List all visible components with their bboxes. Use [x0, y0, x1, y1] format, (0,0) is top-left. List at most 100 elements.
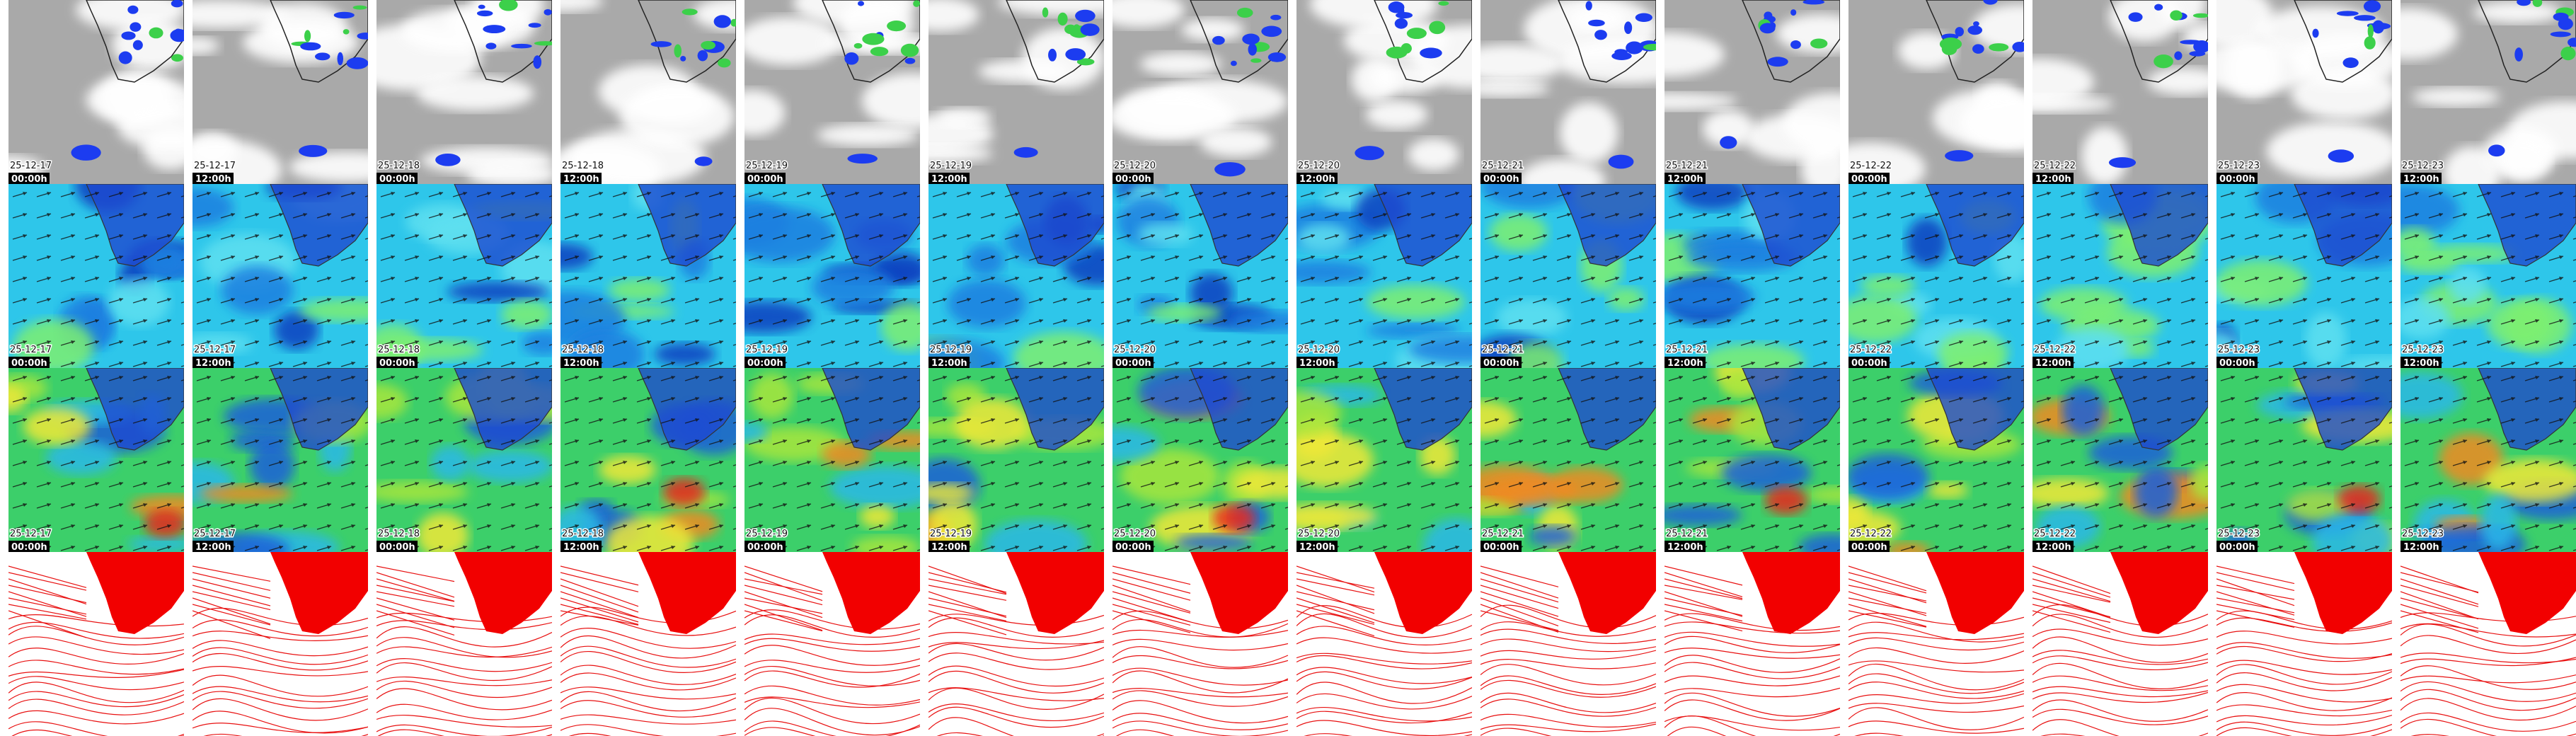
isobar — [744, 727, 816, 736]
isobar — [192, 723, 368, 733]
wind-arrows — [192, 368, 368, 552]
isobar — [2032, 578, 2111, 602]
map-tile — [1112, 552, 1288, 736]
time-badge — [192, 357, 234, 368]
isobar — [2032, 650, 2208, 665]
cloud — [936, 108, 991, 128]
isobar — [192, 647, 368, 665]
map-tile: 25-12-18 12:00h — [560, 184, 736, 368]
map-tile: 25-12-20 00:00h — [1112, 0, 1288, 185]
precipitation — [1611, 52, 1632, 60]
isobar — [1112, 667, 1288, 686]
precipitation — [337, 52, 344, 66]
time-badge — [744, 357, 786, 368]
tile-date: 25-12-18 — [378, 529, 420, 539]
cloud — [619, 86, 735, 147]
isobar — [2032, 636, 2208, 663]
tile-date: 25-12-17 — [194, 529, 236, 539]
tile-time: 00:00h — [1115, 174, 1151, 185]
isobar — [8, 565, 87, 588]
isobar — [1848, 682, 2024, 699]
isobar — [377, 729, 552, 736]
precipitation — [533, 55, 542, 69]
isobar — [8, 676, 184, 691]
precipitation — [682, 8, 698, 16]
isobar — [560, 628, 736, 649]
isobar — [1848, 610, 1927, 628]
time-badge — [2400, 173, 2442, 184]
tile-time: 12:00h — [563, 542, 599, 553]
isobar — [2216, 585, 2295, 600]
cloud — [1959, 93, 2024, 152]
cloud — [2400, 8, 2458, 60]
isobar — [928, 706, 1104, 728]
isobar — [744, 610, 823, 632]
isobar — [2216, 631, 2392, 645]
isobar — [928, 610, 1007, 636]
precipitation — [132, 40, 143, 50]
tile-time: 00:00h — [747, 174, 783, 185]
isobar — [928, 597, 1007, 617]
isobar — [2216, 691, 2392, 711]
cloud — [744, 90, 785, 136]
tile-time: 00:00h — [1851, 174, 1887, 185]
isobar — [2400, 604, 2479, 629]
isobar — [1664, 715, 1840, 736]
cloud — [2216, 40, 2319, 93]
isobar — [1848, 663, 2024, 691]
tile-date: 25-12-18 — [562, 345, 604, 355]
isobar — [1296, 720, 1472, 736]
isobar — [744, 597, 823, 614]
isobar — [376, 610, 455, 636]
precipitation — [1248, 43, 1257, 56]
time-badge — [2216, 541, 2258, 552]
tile-date: 25-12-23 — [2402, 161, 2444, 171]
isobar — [560, 645, 736, 668]
isobar — [744, 591, 823, 619]
isobar — [1296, 610, 1375, 637]
precipitation — [862, 33, 885, 45]
isobar — [928, 687, 1104, 701]
precipitation — [1267, 52, 1287, 62]
map-tile: 25-12-20 12:00h — [1296, 0, 1472, 184]
tile-date: 25-12-21 — [1482, 345, 1524, 355]
isobar — [192, 604, 271, 626]
isobar — [1296, 626, 1472, 645]
precipitation — [1355, 146, 1384, 161]
map-tile: 25-12-23 12:00h — [2400, 184, 2576, 369]
isobar — [8, 691, 184, 708]
tile-time: 12:00h — [2403, 358, 2439, 369]
isobar — [1296, 572, 1375, 589]
precipitation — [1790, 9, 1797, 16]
wind-arrows — [2400, 184, 2576, 368]
time-badge — [1664, 541, 1706, 552]
tile-time: 12:00h — [2403, 174, 2439, 185]
wind-arrows — [376, 184, 552, 368]
tile-time: 00:00h — [1483, 542, 1519, 553]
tile-time: 12:00h — [195, 174, 231, 185]
isobar — [2400, 657, 2576, 667]
isobar — [928, 604, 1007, 621]
map-tile — [560, 552, 736, 736]
isobar — [8, 597, 87, 615]
isobar — [1480, 604, 1656, 628]
tile-time: 12:00h — [1299, 358, 1335, 369]
precipitation — [2363, 0, 2381, 13]
precipitation — [1214, 162, 1246, 177]
isobar — [2032, 604, 2111, 623]
map-tile: 25-12-19 12:00h — [928, 0, 1104, 184]
isobar — [744, 604, 823, 631]
map-tile: 25-12-19 12:00h — [928, 368, 1104, 552]
isobar — [1112, 591, 1191, 614]
isobar — [1480, 692, 1656, 713]
precipitation — [1802, 0, 1825, 5]
cloud — [1560, 102, 1618, 163]
map-tile: 25-12-23 00:00h — [2216, 368, 2392, 552]
isobar — [2216, 660, 2392, 675]
isobar — [2216, 565, 2295, 585]
precipitation — [1057, 12, 1068, 26]
isobar — [8, 710, 184, 725]
isobar — [928, 640, 1104, 650]
time-badge — [192, 173, 234, 184]
